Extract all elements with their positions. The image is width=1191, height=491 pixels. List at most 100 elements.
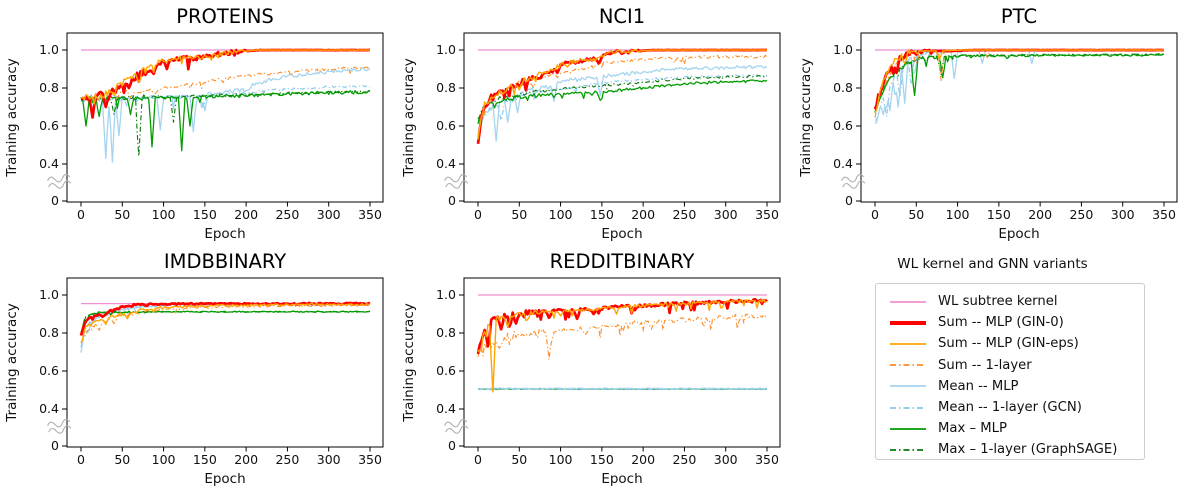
x-tick-label: 250 — [1069, 207, 1093, 222]
x-tick-label: 250 — [672, 452, 696, 467]
series-line-sum1 — [80, 304, 371, 344]
x-tick-label: 0 — [77, 207, 85, 222]
legend-swatch-gin0 — [890, 320, 926, 325]
x-tick-label: 200 — [234, 207, 258, 222]
legend-box: WL subtree kernel Sum -- MLP (GIN-0) Sum -… — [875, 283, 1145, 460]
series-group — [80, 48, 371, 163]
y-tick-label: 0.8 — [39, 80, 59, 95]
series-line-gineps — [477, 299, 768, 393]
chart-title: REDDITBINARY — [550, 250, 695, 273]
plot-box — [463, 277, 781, 448]
series-line-gineps — [477, 49, 768, 140]
x-axis-label: Epoch — [998, 226, 1039, 242]
x-tick-label: 50 — [114, 452, 130, 467]
chart-cell-imdbbinary: 1.0 0.8 0.6 0.4 0 0 50 100 150 200 250 300 350 IMDBBI… — [0, 245, 397, 491]
series-group — [873, 48, 1165, 125]
series-line-maxmlp — [80, 310, 371, 335]
x-tick-label: 150 — [590, 207, 614, 222]
axis-break-icon — [444, 419, 469, 434]
x-tick-label: 100 — [549, 452, 573, 467]
series-line-meanmlp — [477, 65, 768, 142]
series-group — [476, 48, 768, 144]
axis-break-icon — [841, 174, 866, 189]
y-tick-label: 1.0 — [39, 42, 59, 57]
y-axis-label: Training accuracy — [798, 58, 814, 177]
series-line-gin0 — [79, 301, 371, 336]
chart-title: PTC — [1001, 5, 1037, 28]
y-axis-label: Training accuracy — [4, 303, 20, 422]
chart-cell-redditbinary: 1.0 0.8 0.6 0.4 0 0 50 100 150 200 250 300 350 REDDIT… — [397, 245, 794, 491]
x-tick-label: 50 — [511, 452, 527, 467]
y-tick-label: 0.6 — [39, 118, 59, 133]
x-tick-label: 250 — [275, 452, 299, 467]
legend-label-gineps: Sum -- MLP (GIN-eps) — [938, 336, 1079, 352]
y-tick-label: 0.6 — [436, 363, 456, 378]
y-tick-label: 1.0 — [436, 42, 456, 57]
y-axis-label: Training accuracy — [401, 303, 417, 422]
legend-swatch-maxmlp — [890, 427, 926, 430]
y-tick-label: 1.0 — [833, 42, 853, 57]
x-tick-label: 350 — [1152, 207, 1176, 222]
x-tick-label: 0 — [77, 452, 85, 467]
y-tick-label: 0.8 — [833, 80, 853, 95]
y-tick-label: 0.4 — [833, 156, 853, 171]
legend-label-meangcn: Mean -- 1-layer (GCN) — [938, 400, 1082, 416]
x-tick-label: 150 — [193, 207, 217, 222]
series-line-meanmlp — [874, 49, 1165, 125]
chart-cell-ptc: 1.0 0.8 0.6 0.4 0 0 50 100 150 200 250 300 350 PTC Epo… — [794, 0, 1191, 245]
x-tick-label: 350 — [358, 207, 382, 222]
y-tick-label: 0 — [448, 438, 456, 453]
y-tick-label: 1.0 — [436, 287, 456, 302]
series-line-meangcn — [874, 49, 1165, 121]
x-tick-label: 100 — [946, 207, 970, 222]
x-tick-label: 200 — [1028, 207, 1052, 222]
axis-break-icon — [47, 174, 72, 189]
x-tick-label: 150 — [987, 207, 1011, 222]
x-tick-label: 200 — [631, 207, 655, 222]
x-tick-label: 100 — [152, 207, 176, 222]
series-line-sum1 — [80, 66, 371, 100]
plot-box — [66, 32, 384, 203]
x-tick-label: 250 — [275, 207, 299, 222]
x-tick-label: 200 — [631, 452, 655, 467]
legend-panel: WL kernel and GNN variants WL subtree ke… — [794, 245, 1191, 491]
series-line-meangcn — [477, 74, 768, 132]
series-line-sum1 — [477, 54, 768, 138]
legend-label-wl: WL subtree kernel — [938, 294, 1058, 310]
chart-svg-proteins: 1.0 0.8 0.6 0.4 0 0 50 100 150 200 250 300 350 PROTEI… — [4, 5, 384, 242]
y-tick-label: 0 — [51, 438, 59, 453]
x-tick-label: 50 — [908, 207, 924, 222]
legend-label-maxmlp: Max – MLP — [938, 421, 1007, 437]
x-tick-label: 50 — [114, 207, 130, 222]
legend-label-sum1: Sum -- 1-layer — [938, 357, 1032, 373]
legend-label-gin0: Sum -- MLP (GIN-0) — [938, 315, 1064, 331]
y-tick-label: 0.4 — [436, 156, 456, 171]
plot-box — [860, 32, 1178, 203]
y-tick-label: 0.4 — [39, 401, 59, 416]
plot-box — [66, 277, 384, 448]
y-tick-label: 0.8 — [436, 80, 456, 95]
legend-swatch-meangcn — [890, 406, 926, 409]
x-tick-label: 200 — [234, 452, 258, 467]
axis-break-icon — [47, 419, 72, 434]
plot-box — [463, 32, 781, 203]
x-tick-label: 0 — [474, 452, 482, 467]
x-tick-label: 100 — [549, 207, 573, 222]
x-tick-label: 150 — [590, 452, 614, 467]
series-line-meanmlp — [80, 67, 371, 163]
x-tick-label: 300 — [714, 452, 738, 467]
chart-title: IMDBBINARY — [164, 250, 286, 273]
series-line-maxsage — [874, 53, 1165, 112]
x-axis-label: Epoch — [601, 471, 642, 487]
x-tick-label: 50 — [511, 207, 527, 222]
x-tick-label: 0 — [871, 207, 879, 222]
legend-row-sum1: Sum -- 1-layer — [889, 355, 1144, 376]
y-axis-label: Training accuracy — [401, 58, 417, 177]
legend-row-maxmlp: Max – MLP — [889, 418, 1144, 439]
legend-row-meangcn: Mean -- 1-layer (GCN) — [889, 397, 1144, 418]
x-tick-label: 0 — [474, 207, 482, 222]
legend-row-gineps: Sum -- MLP (GIN-eps) — [889, 333, 1144, 354]
series-line-gineps — [874, 49, 1164, 114]
series-line-gin0 — [80, 48, 370, 119]
